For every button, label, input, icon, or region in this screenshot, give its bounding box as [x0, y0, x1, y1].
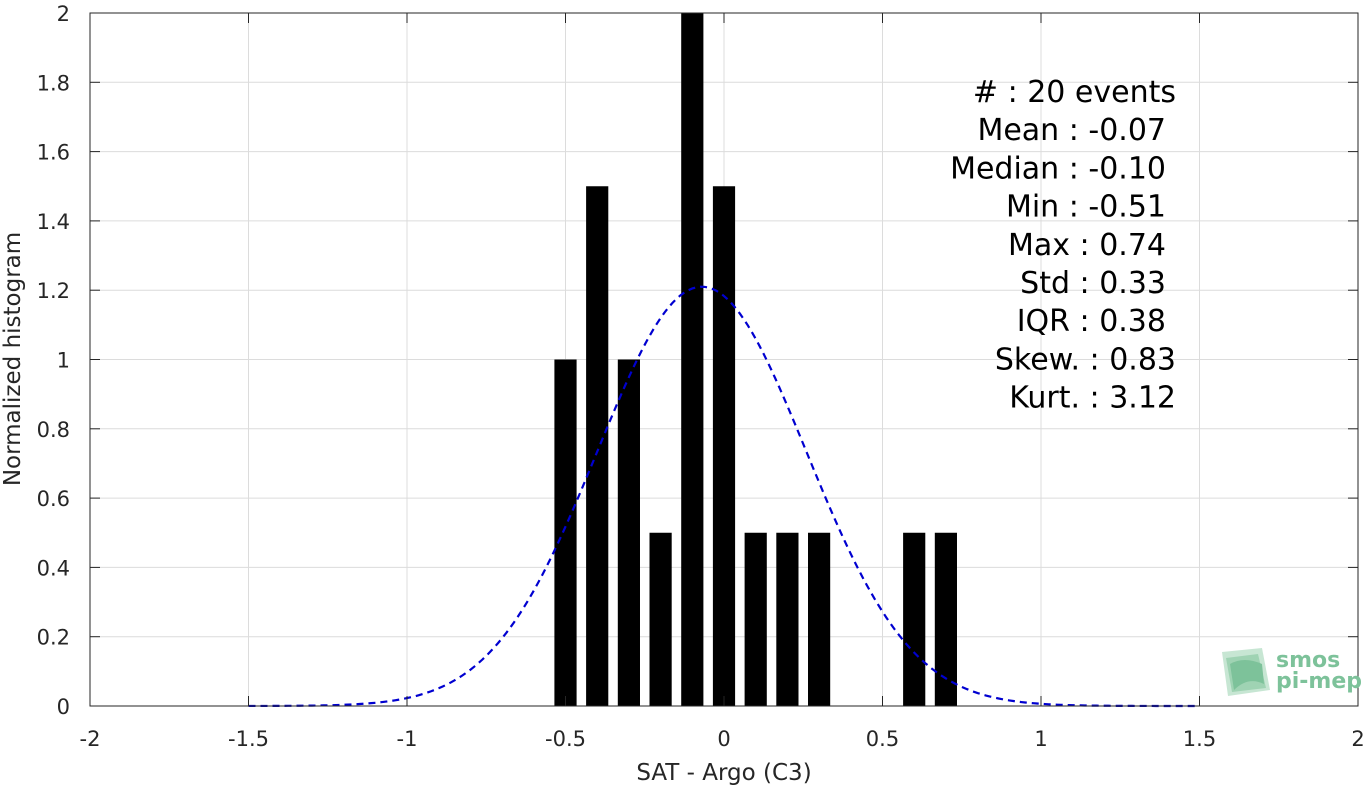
x-tick-label-0: -2 — [80, 727, 101, 751]
histogram-bars — [554, 13, 957, 706]
y-axis-ticks: 0 0.2 0.4 0.6 0.8 1 1.2 1.4 1.6 1.8 2 — [37, 2, 1358, 719]
histogram-bar-0 — [554, 359, 577, 706]
logo-mark-icon — [1222, 648, 1270, 696]
histogram-bar-10 — [934, 532, 957, 706]
logo-text-smos: smos — [1276, 648, 1340, 673]
x-tick-label-6: 1 — [1034, 727, 1047, 751]
y-tick-label-6: 1.2 — [37, 279, 70, 303]
x-tick-label-7: 1.5 — [1183, 727, 1216, 751]
x-tick-label-1: -1.5 — [228, 727, 269, 751]
y-tick-label-4: 0.8 — [37, 418, 70, 442]
x-tick-label-4: 0 — [717, 727, 730, 751]
stat-line-7: Skew. : 0.83 — [995, 342, 1176, 377]
stat-line-0: # : 20 events — [973, 75, 1176, 110]
x-tick-label-2: -1 — [397, 727, 418, 751]
y-tick-label-1: 0.2 — [37, 626, 70, 650]
histogram-bar-8 — [808, 532, 831, 706]
stat-line-8: Kurt. : 3.12 — [1009, 381, 1176, 416]
x-axis-ticks: -2 -1.5 -1 -0.5 0 0.5 1 1.5 2 — [80, 13, 1365, 751]
stat-line-5: Std : 0.33 — [1020, 266, 1166, 301]
y-tick-label-0: 0 — [57, 695, 70, 719]
y-tick-label-9: 1.8 — [37, 71, 70, 95]
histogram-bar-1 — [586, 186, 609, 706]
smos-pi-mep-logo: smos pi-mep — [1222, 648, 1362, 696]
y-axis-title: Normalized histogram — [0, 232, 26, 486]
y-tick-label-10: 2 — [57, 2, 70, 26]
stat-line-3: Min : -0.51 — [1006, 190, 1166, 225]
x-tick-label-3: -0.5 — [545, 727, 586, 751]
histogram-bar-2 — [617, 359, 640, 706]
histogram-bar-5 — [712, 186, 736, 706]
stat-line-2: Median : -0.10 — [950, 151, 1166, 186]
histogram-bar-4 — [681, 13, 704, 706]
stat-line-6: IQR : 0.38 — [1017, 304, 1166, 339]
histogram-bar-6 — [744, 532, 767, 706]
x-tick-label-8: 2 — [1351, 727, 1364, 751]
y-tick-label-3: 0.6 — [37, 487, 70, 511]
y-tick-label-5: 1 — [57, 349, 70, 373]
y-tick-label-7: 1.4 — [37, 210, 70, 234]
stat-line-1: Mean : -0.07 — [977, 113, 1166, 148]
stat-line-4: Max : 0.74 — [1008, 228, 1166, 263]
y-tick-label-2: 0.4 — [37, 556, 70, 580]
x-tick-label-5: 0.5 — [866, 727, 899, 751]
logo-text-pi-mep: pi-mep — [1276, 669, 1362, 694]
histogram-bar-3 — [649, 532, 672, 706]
y-tick-label-8: 1.6 — [37, 141, 70, 165]
x-axis-title: SAT - Argo (C3) — [636, 760, 811, 786]
histogram-bar-9 — [903, 532, 926, 706]
histogram-bar-7 — [776, 532, 799, 706]
